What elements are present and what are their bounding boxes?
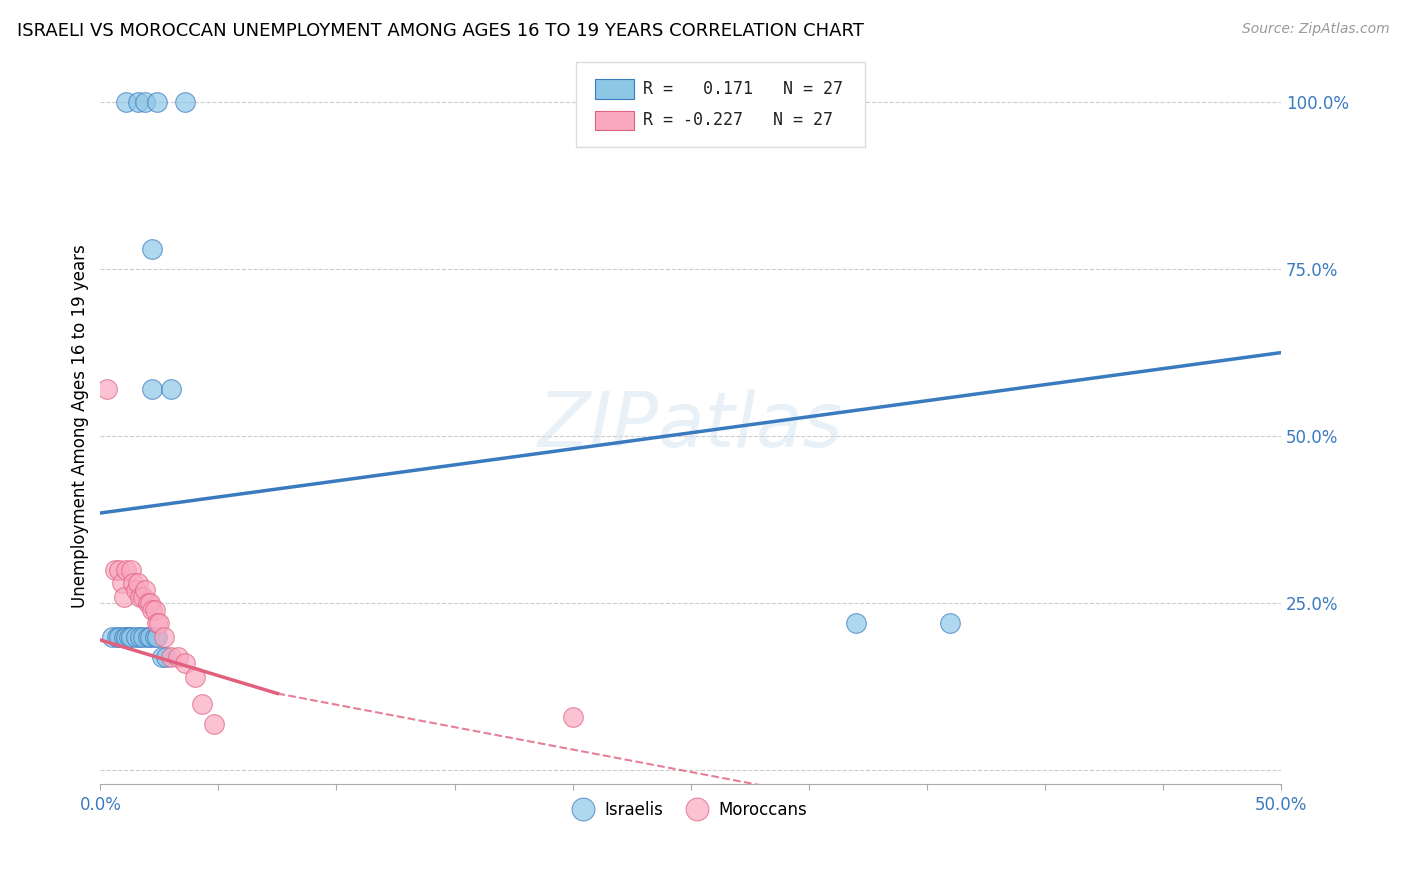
- Point: [153, 630, 176, 644]
- Text: R =   0.171   N = 27: R = 0.171 N = 27: [643, 80, 842, 98]
- Point: [143, 630, 166, 644]
- Text: ISRAELI VS MOROCCAN UNEMPLOYMENT AMONG AGES 16 TO 19 YEARS CORRELATION CHART: ISRAELI VS MOROCCAN UNEMPLOYMENT AMONG A…: [17, 22, 863, 40]
- Point: [96, 383, 118, 397]
- Point: [118, 630, 141, 644]
- Point: [146, 616, 169, 631]
- Point: [155, 649, 177, 664]
- Point: [134, 582, 156, 597]
- Point: [139, 630, 162, 644]
- Text: R = -0.227   N = 27: R = -0.227 N = 27: [643, 112, 832, 129]
- Point: [141, 603, 163, 617]
- Point: [141, 242, 163, 256]
- Point: [108, 563, 131, 577]
- Text: Source: ZipAtlas.com: Source: ZipAtlas.com: [1241, 22, 1389, 37]
- Point: [143, 603, 166, 617]
- Point: [136, 596, 159, 610]
- Point: [110, 576, 132, 591]
- Point: [174, 657, 197, 671]
- Point: [125, 630, 148, 644]
- Point: [146, 95, 169, 109]
- Legend: Israelis, Moroccans: Israelis, Moroccans: [568, 794, 814, 825]
- Point: [939, 616, 962, 631]
- Point: [101, 630, 124, 644]
- Point: [845, 616, 868, 631]
- Point: [129, 590, 152, 604]
- Point: [150, 649, 173, 664]
- Point: [112, 630, 135, 644]
- Point: [167, 649, 190, 664]
- Y-axis label: Unemployment Among Ages 16 to 19 years: Unemployment Among Ages 16 to 19 years: [72, 244, 89, 608]
- Point: [191, 697, 214, 711]
- Point: [127, 576, 149, 591]
- Point: [202, 716, 225, 731]
- Point: [141, 383, 163, 397]
- Text: ZIPatlas: ZIPatlas: [538, 389, 844, 463]
- Point: [115, 630, 138, 644]
- Point: [115, 563, 138, 577]
- Point: [103, 563, 125, 577]
- Point: [120, 630, 142, 644]
- Point: [174, 95, 197, 109]
- Point: [127, 95, 149, 109]
- Point: [132, 590, 155, 604]
- Point: [120, 563, 142, 577]
- Point: [129, 630, 152, 644]
- Point: [148, 616, 170, 631]
- Point: [125, 582, 148, 597]
- Point: [136, 630, 159, 644]
- Point: [160, 649, 183, 664]
- Point: [134, 95, 156, 109]
- Point: [108, 630, 131, 644]
- Point: [139, 596, 162, 610]
- Point: [122, 576, 145, 591]
- Point: [105, 630, 128, 644]
- Point: [184, 670, 207, 684]
- Point: [115, 95, 138, 109]
- Point: [160, 383, 183, 397]
- Point: [112, 590, 135, 604]
- Point: [561, 710, 583, 724]
- Point: [146, 630, 169, 644]
- Point: [132, 630, 155, 644]
